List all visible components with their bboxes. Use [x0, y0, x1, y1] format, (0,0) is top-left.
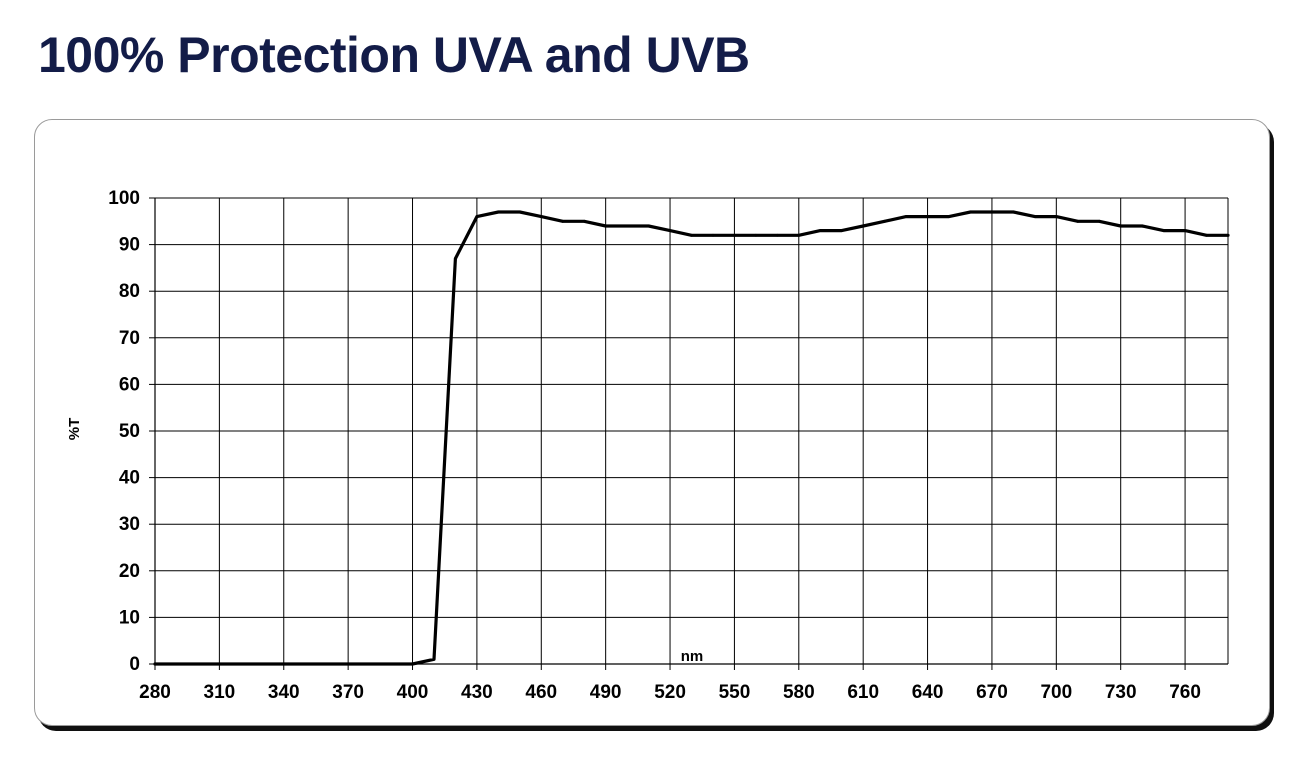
x-tick-label: 370 — [332, 682, 364, 703]
x-tick-label: 400 — [397, 682, 429, 703]
x-tick-label: 580 — [783, 682, 815, 703]
x-tick-label: 550 — [719, 682, 751, 703]
data-point — [625, 224, 629, 228]
y-axis-label: %T — [66, 418, 83, 441]
data-point — [153, 662, 157, 666]
data-point — [1140, 224, 1144, 228]
y-tick-label: 30 — [119, 514, 140, 535]
data-point — [1162, 229, 1166, 233]
series-line — [153, 210, 1230, 666]
x-tick-label: 670 — [976, 682, 1008, 703]
data-point — [539, 215, 543, 219]
data-point — [926, 215, 929, 219]
data-point — [475, 215, 479, 219]
data-point — [690, 233, 693, 237]
data-point — [754, 233, 758, 237]
y-tick-label: 40 — [119, 468, 140, 489]
data-point — [668, 229, 672, 233]
y-tick-label: 90 — [119, 235, 140, 256]
y-tick-label: 70 — [119, 328, 140, 349]
x-tick-label: 340 — [268, 682, 300, 703]
data-point — [969, 210, 972, 214]
data-point — [432, 657, 436, 661]
chart-panel: 0 10 20 30 40 50 60 70 80 90 100 280 310 340 370 400 430… — [34, 119, 1270, 726]
data-point — [303, 662, 307, 666]
y-tick-label: 0 — [129, 654, 140, 675]
series-layer — [153, 210, 1230, 666]
data-point — [1054, 215, 1058, 219]
x-tick-label: 280 — [139, 682, 171, 703]
data-point — [1012, 210, 1015, 214]
x-tick-label: 760 — [1169, 682, 1201, 703]
data-point — [1097, 219, 1101, 223]
data-point — [411, 662, 414, 666]
y-tick-label: 50 — [119, 421, 140, 442]
y-tick-label: 80 — [119, 281, 140, 302]
x-tick-label: 460 — [525, 682, 557, 703]
data-point — [1033, 215, 1037, 219]
data-point — [883, 219, 887, 223]
data-point — [861, 224, 865, 228]
data-point — [604, 224, 608, 228]
data-point — [196, 662, 200, 666]
data-point — [1076, 219, 1080, 223]
x-tick-label: 430 — [461, 682, 493, 703]
data-point — [711, 233, 715, 237]
x-tick-label: 490 — [590, 682, 622, 703]
data-point — [990, 210, 994, 214]
grid-lines — [155, 197, 1229, 664]
data-point — [1119, 224, 1123, 228]
x-tick-label: 730 — [1105, 682, 1137, 703]
data-point — [947, 215, 951, 219]
x-tick-label: 640 — [912, 682, 944, 703]
x-tick-label: 700 — [1040, 682, 1072, 703]
y-tick-label: 60 — [119, 374, 140, 395]
data-point — [647, 224, 650, 228]
tick-labels: 0 10 20 30 40 50 60 70 80 90 100 280 310 340 370 400 430… — [108, 188, 1201, 703]
x-tick-label: 610 — [847, 682, 879, 703]
data-point — [1226, 233, 1230, 237]
data-point — [733, 233, 736, 237]
x-tick-label: 520 — [654, 682, 686, 703]
y-tick-label: 10 — [119, 607, 140, 628]
data-point — [454, 257, 457, 260]
data-point — [904, 215, 908, 219]
data-point — [1183, 229, 1187, 233]
data-point — [582, 219, 586, 223]
data-point — [561, 219, 565, 223]
y-tick-label: 20 — [119, 561, 140, 582]
data-point — [775, 233, 779, 237]
axes — [149, 197, 1228, 670]
data-point — [818, 229, 822, 233]
data-point — [518, 210, 522, 214]
data-point — [797, 233, 801, 237]
x-axis-label: nm — [681, 648, 704, 665]
data-point — [1205, 233, 1208, 237]
data-point — [840, 229, 844, 233]
y-tick-label: 100 — [108, 188, 140, 209]
x-tick-label: 310 — [204, 682, 236, 703]
page-title: 100% Protection UVA and UVB — [38, 27, 750, 83]
data-point — [496, 210, 500, 214]
transmission-chart: 0 10 20 30 40 50 60 70 80 90 100 280 310 340 370 400 430… — [66, 188, 1230, 703]
